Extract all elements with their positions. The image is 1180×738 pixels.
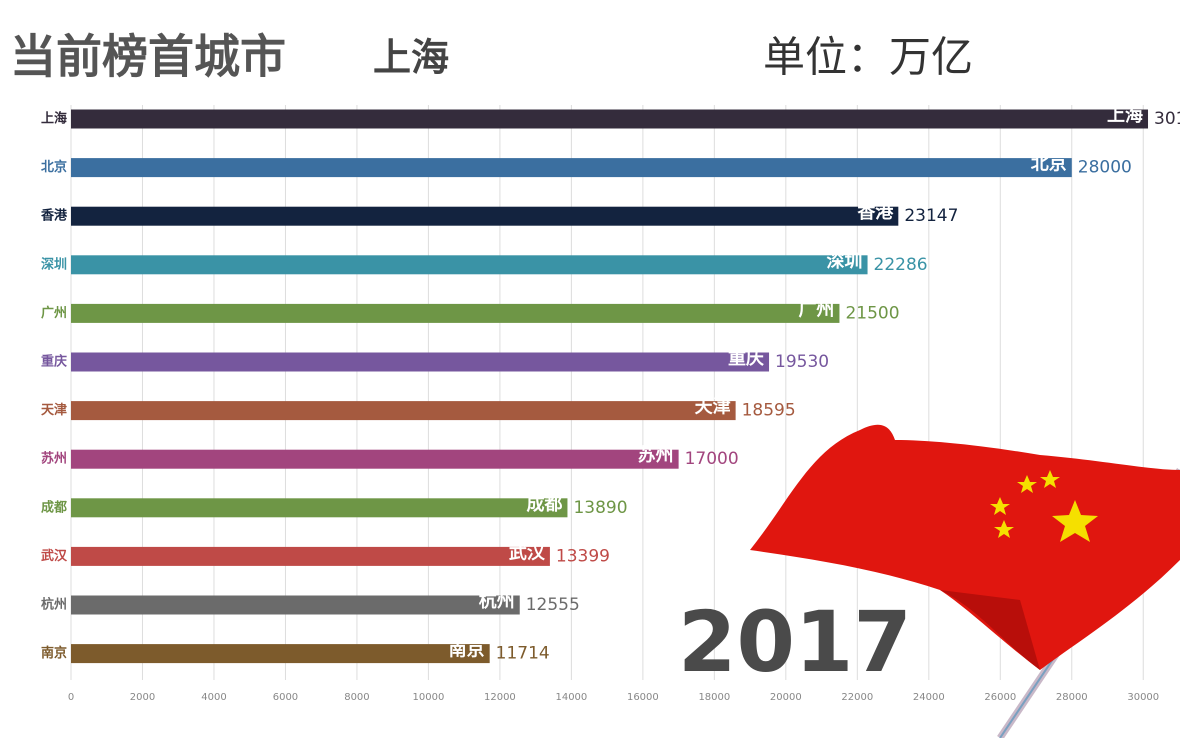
value-label: 18595 [742, 401, 796, 421]
value-label: 19530 [775, 352, 829, 372]
flag [750, 424, 1180, 738]
bar [71, 158, 1072, 178]
flag-star [994, 520, 1014, 538]
bar-inner-label: 上海 [1107, 104, 1143, 126]
grid: 0 2000 4000 6000 8000 10000 12000 14000 16000 180… [68, 105, 1159, 703]
value-label: 13399 [556, 546, 610, 566]
year: 2017 [678, 593, 912, 691]
y-tick-label: 南京 [41, 645, 67, 661]
x-tick-label: 12000 [484, 692, 516, 703]
x-tick-label: 6000 [273, 692, 298, 703]
flag-star [1052, 500, 1098, 542]
y-tick-label: 深圳 [41, 256, 67, 272]
bar-inner-label: 广州 [798, 298, 834, 320]
chart-title: 当前榜首城市 [10, 30, 286, 84]
y-tick-label: 杭州 [41, 597, 67, 613]
x-tick-label: 24000 [913, 692, 945, 703]
value-label: 11714 [496, 644, 550, 664]
bar-inner-label: 北京 [1031, 153, 1067, 175]
value-label: 30133 [1154, 109, 1180, 129]
flag-star [990, 497, 1010, 515]
y-tick-label: 苏州 [41, 451, 67, 467]
y-tick-label: 重庆 [41, 354, 67, 370]
bar-inner-label: 重庆 [728, 347, 764, 369]
bar [71, 109, 1149, 129]
bar-inner-label: 香港 [856, 202, 894, 223]
y-tick-label: 香港 [40, 208, 68, 224]
bar-inner-label: 天津 [695, 396, 731, 418]
y-tick-label: 北京 [41, 159, 67, 175]
bar [71, 352, 770, 372]
value-label: 23147 [904, 206, 958, 226]
bar-inner-label: 南京 [449, 639, 485, 661]
bar [71, 401, 736, 421]
value-label: 28000 [1078, 158, 1132, 178]
value-label: 12555 [526, 595, 580, 615]
x-tick-label: 18000 [698, 692, 730, 703]
flag-star [1017, 475, 1037, 493]
x-tick-label: 26000 [984, 692, 1016, 703]
x-tick-label: 0 [68, 692, 74, 703]
bar-inner-label: 苏州 [638, 444, 674, 466]
unit: 单位：万亿 [763, 33, 973, 82]
x-tick-label: 20000 [770, 692, 802, 703]
x-tick-label: 2000 [130, 692, 155, 703]
x-tick-label: 16000 [627, 692, 659, 703]
x-tick-label: 10000 [413, 692, 445, 703]
leader: 上海 [373, 36, 449, 80]
bar [71, 498, 568, 518]
bar [71, 644, 490, 664]
value-label: 21500 [845, 303, 899, 323]
value-label: 22286 [874, 255, 928, 275]
bar-inner-label: 武汉 [509, 542, 546, 563]
flag-cloth [750, 424, 1180, 670]
bar-inner-label: 杭州 [479, 590, 515, 612]
bar [71, 255, 868, 275]
bar-inner-label: 成都 [526, 493, 562, 515]
x-tick-label: 28000 [1056, 692, 1088, 703]
bar [71, 449, 679, 469]
value-label: 13890 [573, 498, 627, 518]
bar [71, 206, 899, 226]
y-tick-label: 上海 [41, 111, 67, 127]
x-tick-label: 30000 [1127, 692, 1159, 703]
y-tick-label: 天津 [41, 402, 67, 418]
x-tick-label: 22000 [841, 692, 873, 703]
value-label: 17000 [685, 449, 739, 469]
flag-star [1040, 470, 1060, 488]
y-tick-label: 成都 [41, 499, 67, 515]
bar [71, 303, 840, 323]
bars: 上海 上海 30133 北京 北京 28000 香港 香港 23147 深圳 深圳 22286 广州 广州… [40, 104, 1180, 664]
bar [71, 546, 550, 566]
bar [71, 595, 520, 615]
y-tick-label: 武汉 [41, 548, 68, 564]
bar-inner-label: 深圳 [827, 250, 863, 272]
y-tick-label: 广州 [41, 305, 67, 321]
flag-shade [940, 590, 1040, 670]
x-tick-label: 8000 [344, 692, 369, 703]
x-tick-label: 14000 [555, 692, 587, 703]
x-tick-label: 4000 [201, 692, 226, 703]
